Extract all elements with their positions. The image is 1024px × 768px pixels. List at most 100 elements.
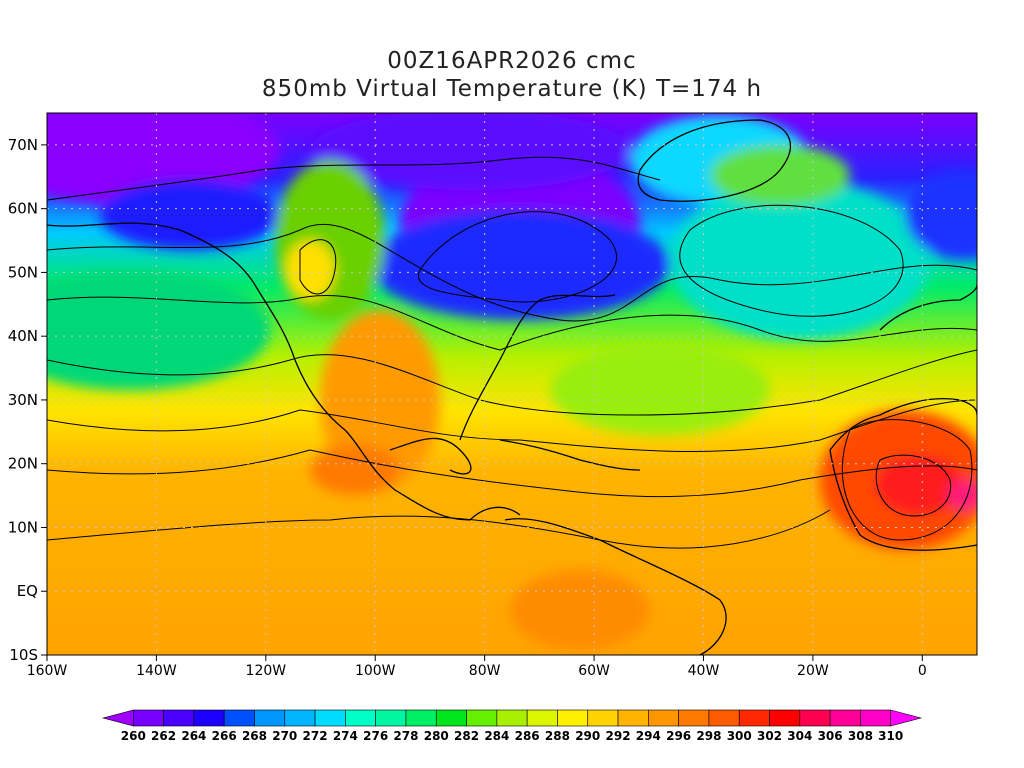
lat-tick-label: EQ: [17, 582, 38, 600]
colorbar-swatch: [132, 709, 164, 727]
cold-region-arctic: [310, 113, 630, 190]
colorbar-swatch: [345, 709, 376, 727]
colorbar-label: 290: [575, 729, 600, 743]
lon-tick-label: 140W: [136, 663, 177, 679]
cool-region-north-atlantic: [670, 180, 930, 340]
warm-region-south-america: [510, 570, 650, 650]
colorbar-swatch: [435, 709, 467, 727]
contour-line: [875, 454, 952, 517]
coastline-south-america: [504, 518, 727, 655]
colorbar-label: 294: [636, 729, 661, 743]
colorbar-label: 308: [848, 729, 873, 743]
lon-tick-label: 40W: [688, 663, 720, 679]
lat-tick-label: 10N: [8, 518, 38, 536]
lon-tick-label: 160W: [27, 663, 68, 679]
coastline-africa-north: [829, 398, 977, 451]
chart-title-line1: 00Z16APR2026 cmc: [387, 48, 637, 74]
coastline-gulf-of-mexico: [389, 437, 472, 475]
coastline-east-north-america: [459, 294, 616, 441]
mild-band-pacific: [47, 270, 270, 390]
colorbar-label: 284: [484, 729, 509, 743]
contour-line: [47, 294, 977, 351]
colorbar-label: 300: [727, 729, 752, 743]
colorbar-label: 298: [696, 729, 721, 743]
coastline-africa-west: [829, 449, 977, 551]
plot-area: [47, 113, 977, 655]
lat-tick-label: 50N: [8, 263, 38, 281]
lat-tick-label: 40N: [8, 327, 38, 345]
colorbar-label: 302: [757, 729, 782, 743]
lon-tick-label: 20W: [797, 663, 829, 679]
colorbar-swatch: [193, 709, 225, 727]
colorbar-swatch: [708, 709, 740, 727]
colorbar-swatch: [829, 709, 861, 727]
contour-line: [841, 419, 973, 541]
colorbar-swatch: [163, 709, 195, 727]
hottest-region-sahara: [875, 455, 965, 515]
colorbar-label: 272: [303, 729, 328, 743]
plot-frame: [46, 112, 978, 656]
colorbar-swatch: [223, 709, 255, 727]
colorbar-swatch: [314, 709, 346, 727]
colorbar-label: 268: [242, 729, 267, 743]
chart-title-line2: 850mb Virtual Temperature (K) T=174 h: [261, 76, 763, 102]
warm-region-mexico: [320, 310, 440, 490]
contour-line: [679, 204, 904, 317]
contour-line: [47, 449, 977, 498]
cold-region-alaska: [47, 113, 280, 205]
colorbar-label: 266: [212, 729, 237, 743]
colorbar-swatch: [587, 709, 619, 727]
lat-tick-label: 10S: [9, 646, 38, 664]
colorbar-label: 278: [393, 729, 418, 743]
mild-lobe-atlantic: [550, 345, 770, 435]
colorbar-swatch: [405, 709, 437, 727]
colorbar-swatch: [617, 709, 649, 727]
lon-tick-label: 100W: [355, 663, 396, 679]
colorbar-label: 296: [666, 729, 691, 743]
colorbar-label: 274: [333, 729, 358, 743]
coastline-greenland: [637, 119, 791, 202]
colorbar-swatch: [466, 709, 498, 727]
longitude-axis: 160W 140W 120W 100W 80W 60W 40W 20W 0: [27, 655, 927, 679]
colorbar-swatch: [526, 709, 558, 727]
lat-tick-label: 20N: [8, 455, 38, 473]
colorbar-swatch: [375, 709, 407, 727]
colorbar-label: 260: [121, 729, 146, 743]
warm-tongue-rockies: [275, 160, 385, 320]
contour-line: [299, 239, 337, 295]
lon-tick-label: 0: [918, 663, 927, 679]
lat-tick-label: 70N: [8, 136, 38, 154]
lon-tick-label: 120W: [246, 663, 287, 679]
contour-line: [417, 211, 617, 303]
colorbar-label: 280: [424, 729, 449, 743]
colorbar-label: 262: [151, 729, 176, 743]
colorbar-label: 276: [363, 729, 388, 743]
contour-line: [47, 224, 977, 322]
colorbar-label: 286: [515, 729, 540, 743]
coastline-caribbean: [499, 439, 641, 471]
latitude-axis: 70N 60N 50N 40N 30N 20N 10N EQ 10S: [8, 136, 47, 664]
colorbar-label: 264: [181, 729, 206, 743]
colorbar-swatch: [254, 709, 286, 727]
colorbar-swatch: [678, 709, 710, 727]
colorbar-swatch: [799, 709, 831, 727]
coastline-west-north-america: [47, 222, 471, 521]
gridlines: [47, 113, 977, 655]
hot-region-mexico: [310, 445, 400, 495]
warm-spot-rockies: [285, 240, 335, 300]
colorbar-swatch: [890, 709, 923, 727]
colorbar-swatch: [496, 709, 528, 727]
lon-tick-label: 80W: [469, 663, 501, 679]
cold-region-gulf-of-alaska: [100, 180, 280, 250]
lon-tick-label: 60W: [578, 663, 610, 679]
coastline-iberia: [879, 284, 977, 331]
colorbar-swatch: [648, 709, 679, 727]
colorbar-label: 270: [272, 729, 297, 743]
colorbar-swatch: [284, 709, 316, 727]
colorbar-swatch: [557, 709, 589, 727]
colorbar-label: 282: [454, 729, 479, 743]
colorbar: 260 262 264 266 268 270 272 274 276 278 280 282 284 2…: [101, 709, 923, 743]
colorbar-label: 304: [787, 729, 812, 743]
colorbar-label: 292: [606, 729, 631, 743]
